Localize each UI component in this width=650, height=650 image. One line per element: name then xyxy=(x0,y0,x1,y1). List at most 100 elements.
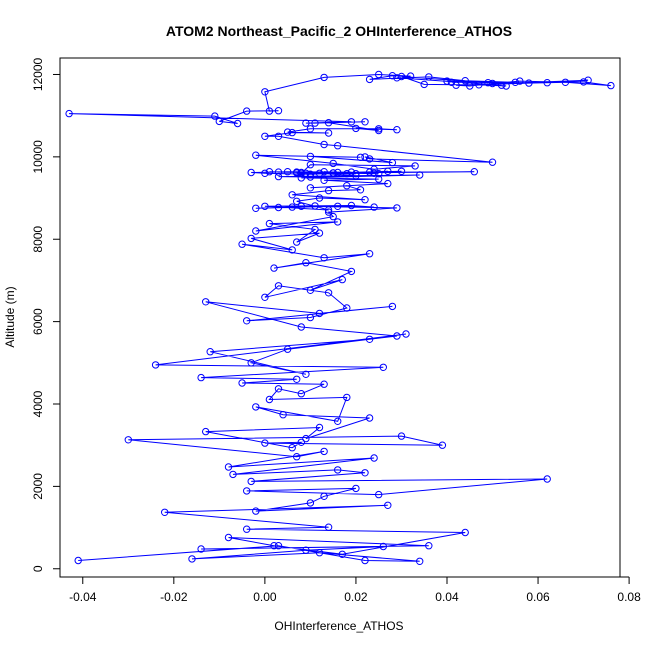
data-point xyxy=(324,289,333,297)
data-point xyxy=(338,275,346,284)
data-point xyxy=(320,254,328,262)
data-point xyxy=(247,234,255,243)
data-point xyxy=(274,542,283,550)
data-point xyxy=(247,477,255,486)
data-point xyxy=(306,499,315,507)
data-point xyxy=(402,330,410,338)
data-point xyxy=(334,218,342,226)
data-point xyxy=(375,175,383,183)
data-point xyxy=(320,176,328,185)
data-point xyxy=(320,140,328,149)
data-point xyxy=(302,259,310,267)
data-point xyxy=(343,170,351,178)
data-point xyxy=(320,73,328,82)
data-point xyxy=(306,313,315,322)
data-point xyxy=(388,72,397,80)
data-point xyxy=(315,169,324,178)
data-point xyxy=(274,107,283,115)
data-point xyxy=(452,81,460,89)
data-point xyxy=(329,159,337,168)
chart-title: ATOM2 Northeast_Pacific_2 OHInterference… xyxy=(166,23,512,39)
data-point xyxy=(361,153,369,161)
data-point xyxy=(416,557,424,565)
data-point xyxy=(288,203,296,211)
data-point xyxy=(261,169,269,178)
data-point xyxy=(352,484,360,493)
data-point xyxy=(343,182,351,190)
data-point xyxy=(324,206,333,214)
x-tick-label: 0.00 xyxy=(253,590,277,604)
data-point xyxy=(283,128,292,136)
x-tick-label: 0.04 xyxy=(435,590,459,604)
data-point xyxy=(306,173,315,181)
data-point xyxy=(320,380,328,388)
data-point xyxy=(306,184,315,192)
data-point xyxy=(347,118,356,126)
data-point xyxy=(265,219,274,228)
data-point xyxy=(365,75,374,84)
data-point xyxy=(306,161,315,169)
data-point xyxy=(388,158,397,167)
data-point xyxy=(297,202,305,211)
data-point xyxy=(416,171,424,179)
data-point xyxy=(238,240,246,248)
data-point xyxy=(306,125,315,133)
data-point xyxy=(252,151,260,159)
data-point xyxy=(461,77,469,85)
data-point xyxy=(397,72,406,81)
data-point xyxy=(293,169,301,177)
data-point xyxy=(384,501,392,509)
data-point xyxy=(265,168,274,176)
data-point xyxy=(274,168,283,176)
data-point xyxy=(497,81,506,89)
data-point xyxy=(579,78,588,86)
data-point xyxy=(270,264,278,272)
data-point xyxy=(543,79,551,87)
data-point xyxy=(488,158,497,166)
data-point xyxy=(484,79,492,87)
x-axis: -0.04 -0.02 0.00 0.02 0.04 0.06 0.08 xyxy=(69,576,641,604)
data-point xyxy=(288,444,296,452)
data-point xyxy=(379,542,387,551)
data-point xyxy=(388,302,397,311)
y-tick-label: 6000 xyxy=(31,308,45,335)
data-point xyxy=(375,126,383,135)
data-point xyxy=(293,453,301,461)
data-point xyxy=(466,82,474,90)
data-point xyxy=(293,375,301,383)
data-point xyxy=(306,170,315,178)
data-point xyxy=(197,545,205,553)
data-point xyxy=(393,126,401,134)
data-point xyxy=(397,167,406,176)
data-point xyxy=(297,390,305,398)
data-point xyxy=(502,82,510,90)
data-point xyxy=(406,72,415,80)
data-point xyxy=(233,119,242,128)
data-point xyxy=(74,556,82,565)
data-point xyxy=(356,153,365,162)
data-point xyxy=(274,385,283,393)
data-point xyxy=(311,225,319,234)
data-point xyxy=(247,168,255,177)
data-point xyxy=(375,70,383,79)
data-point xyxy=(302,370,310,378)
data-point xyxy=(161,508,169,516)
data-point xyxy=(334,168,342,177)
data-point xyxy=(525,79,533,87)
data-point xyxy=(365,250,374,258)
y-axis-label: Altitude (m) xyxy=(3,286,17,347)
data-point xyxy=(302,169,310,178)
data-point xyxy=(365,335,374,343)
data-point xyxy=(320,447,328,456)
data-point xyxy=(334,202,342,211)
y-tick-label: 4000 xyxy=(31,390,45,417)
data-point xyxy=(320,168,328,176)
data-point xyxy=(365,414,374,422)
data-point xyxy=(229,470,237,479)
data-point xyxy=(206,348,214,356)
data-point xyxy=(352,124,360,133)
data-point xyxy=(329,169,337,177)
data-point xyxy=(274,172,283,181)
data-point xyxy=(561,78,570,87)
data-point xyxy=(311,202,319,210)
